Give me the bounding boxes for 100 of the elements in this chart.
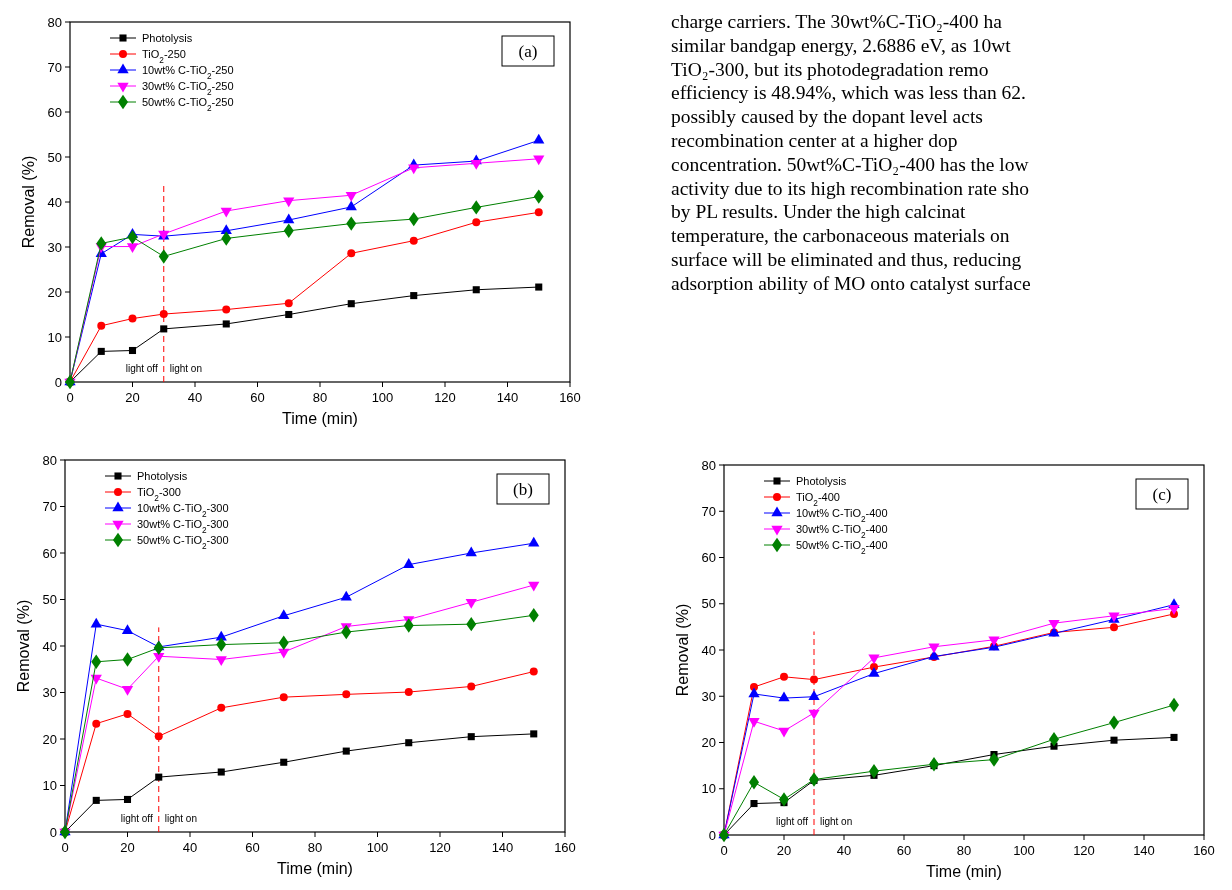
- y-tick-label: 30: [47, 239, 62, 255]
- point: [780, 672, 788, 681]
- point: [220, 224, 232, 235]
- y-tick-label: 50: [701, 596, 716, 612]
- point: [808, 690, 820, 700]
- y-tick-label: 50: [47, 149, 62, 165]
- point: [278, 609, 290, 620]
- point: [221, 231, 232, 246]
- x-tick-label: 120: [434, 390, 456, 405]
- legend-label: 50wt% C-TiO$_{2}$-400: [796, 539, 888, 556]
- point: [278, 635, 289, 650]
- x-tick-label: 160: [559, 390, 581, 405]
- point: [347, 249, 356, 258]
- point: [409, 236, 418, 245]
- legend-label: 10wt% C-TiO$_{2}$-300: [137, 502, 229, 519]
- point: [97, 347, 105, 355]
- point: [405, 739, 413, 747]
- x-tick-label: 100: [366, 840, 389, 855]
- point: [280, 758, 288, 766]
- y-tick-label: 80: [701, 457, 716, 473]
- y-tick-label: 80: [47, 14, 62, 30]
- legend-label: 10wt% C-TiO$_{2}$-250: [142, 64, 234, 81]
- point: [90, 617, 102, 628]
- point: [533, 189, 544, 204]
- text: similar bandgap energy, 2.6886 eV, as 10wt: [671, 34, 1012, 56]
- point: [220, 207, 232, 218]
- point: [222, 305, 231, 314]
- x-tick-label: 100: [1013, 843, 1035, 858]
- point: [465, 599, 477, 609]
- point: [122, 652, 133, 667]
- point: [1170, 733, 1178, 741]
- point: [403, 618, 414, 633]
- y-tick-label: 10: [42, 778, 57, 793]
- point: [346, 216, 357, 231]
- y-tick-label: 40: [47, 194, 62, 210]
- text: recombination center at a higher dop: [671, 130, 958, 151]
- point: [278, 648, 290, 659]
- annotation: light on: [169, 363, 202, 374]
- point: [217, 768, 225, 776]
- point: [159, 310, 168, 319]
- y-tick-label: 10: [701, 781, 716, 797]
- point: [153, 652, 165, 663]
- y-axis-title: Removal (%): [20, 155, 37, 249]
- text: temperature, the carbonaceous materials on: [671, 225, 1010, 247]
- point: [750, 800, 758, 808]
- legend-label: Photolysis: [137, 470, 188, 482]
- point: [97, 321, 106, 330]
- point: [403, 558, 415, 568]
- y-axis-title: Removal (%): [674, 603, 691, 697]
- text: adsorption ability of MO onto catalyst surface: [671, 272, 1031, 294]
- y-tick-label: 80: [42, 452, 57, 468]
- x-tick-label: 20: [776, 843, 792, 858]
- point: [340, 590, 352, 601]
- y-tick-label: 70: [701, 503, 716, 519]
- point: [1110, 736, 1118, 744]
- legend-label: Photolysis: [796, 475, 847, 487]
- x-tick-label: 140: [491, 840, 514, 855]
- y-tick-label: 70: [42, 499, 57, 514]
- x-tick-label: 100: [371, 390, 394, 405]
- annotation: light on: [820, 816, 853, 827]
- text: charge carriers. The 30wt%C-TiO₂-400 ha: [671, 11, 1003, 32]
- x-tick-label: 80: [312, 390, 328, 405]
- y-tick-label: 60: [42, 545, 57, 561]
- y-axis-title: Removal (%): [15, 599, 32, 693]
- point: [123, 709, 132, 718]
- point: [778, 691, 790, 702]
- point: [868, 654, 880, 665]
- y-tick-label: 20: [42, 731, 57, 747]
- x-axis-title: Time (min): [926, 863, 1002, 880]
- point: [533, 133, 545, 144]
- point: [748, 687, 760, 698]
- text: surface will be eliminated and thus, reducing: [671, 249, 1022, 270]
- point: [121, 624, 134, 634]
- point: [810, 675, 818, 684]
- y-tick-label: 40: [42, 638, 57, 654]
- y-tick-label: 60: [47, 104, 62, 120]
- annotation: (a): [518, 42, 538, 61]
- x-tick-label: 0: [66, 390, 74, 405]
- text: by PL results. Under the high calcinat: [671, 201, 966, 223]
- point: [467, 733, 475, 741]
- point: [535, 283, 543, 291]
- point: [528, 581, 540, 592]
- point: [528, 608, 539, 623]
- annotation: (b): [513, 480, 533, 499]
- point: [467, 682, 476, 691]
- y-tick-label: 0: [54, 374, 62, 390]
- annotation: light off: [775, 816, 809, 827]
- annotation: light off: [125, 363, 158, 374]
- legend-label: TiO$_{2}$-400: [796, 491, 840, 508]
- point: [123, 795, 132, 803]
- point: [410, 292, 418, 300]
- x-tick-label: 120: [1073, 843, 1095, 858]
- point: [408, 164, 420, 175]
- x-tick-label: 160: [1193, 843, 1215, 858]
- y-tick-label: 30: [42, 685, 57, 700]
- point: [342, 747, 350, 755]
- point: [283, 197, 295, 208]
- legend-label: 50wt% C-TiO$_{2}$-300: [137, 534, 229, 551]
- point: [217, 703, 226, 712]
- point: [988, 636, 1000, 647]
